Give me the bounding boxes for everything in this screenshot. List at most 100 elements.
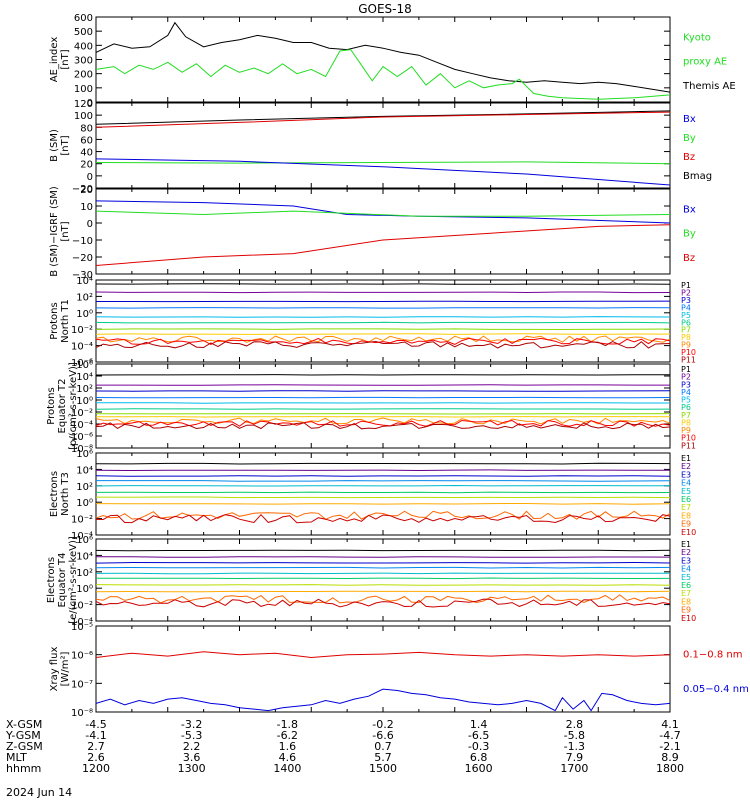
ephemeris-value: 1700 [560, 762, 588, 775]
legend-channel-label: E9 [681, 520, 691, 529]
channel-line [96, 491, 670, 494]
panel-frame [95, 538, 671, 622]
ephemeris-value: 8.9 [661, 751, 679, 764]
series-group [96, 110, 670, 186]
legend-channel-label: E10 [681, 528, 696, 537]
legend-label: proxy AE [683, 57, 727, 68]
ephemeris-value: 6.8 [470, 751, 488, 764]
y-axis-label: [e/(cm²-s-sr-keV)] [68, 536, 79, 624]
y-tick-label: 10² [76, 384, 93, 395]
channel-line [96, 549, 670, 552]
channel-line [96, 469, 670, 472]
legend-channel-label: E4 [681, 479, 691, 488]
y-axis-label: B (SM) [49, 129, 60, 162]
y-tick-label: −20 [72, 184, 93, 195]
y-axis-label: AE_index [49, 37, 60, 83]
legend-channel-label: P6 [681, 403, 691, 412]
legend-channel-label: E1 [681, 540, 691, 549]
series-line [96, 224, 670, 266]
legend-channel-label: P3 [681, 296, 691, 305]
ephemeris-value: 2.2 [183, 740, 201, 753]
ephemeris-value: -5.3 [181, 729, 202, 742]
y-tick-label: 10⁰ [76, 584, 93, 595]
y-tick-label: 10⁴ [76, 276, 93, 287]
ephemeris-value: -2.1 [659, 740, 680, 753]
y-tick-label: 300 [74, 56, 93, 67]
ephemeris-value: 2.8 [566, 718, 584, 731]
y-axis-label: Equator T2 [57, 379, 68, 434]
legend-channel-label: E3 [681, 556, 691, 565]
ephemeris-row-label: hhmm [6, 762, 41, 775]
channel-line [96, 283, 670, 285]
channel-line [96, 462, 670, 465]
panel-p_north: 10⁻⁶ 10⁻⁴ 10⁻² 10⁰ 10² 10⁴ Protons North T1 P1P2… [49, 276, 696, 369]
y-tick-label: 40 [80, 148, 93, 159]
series-line [96, 21, 670, 93]
ephemeris-value: 3.6 [183, 751, 201, 764]
panel-frame [95, 625, 671, 713]
y-tick-label: 10 [80, 202, 93, 213]
y-tick-label: −10 [72, 236, 93, 247]
legend-channel-label: P5 [681, 396, 691, 405]
y-tick-label: 10⁻² [71, 515, 93, 526]
channel-line [96, 291, 670, 294]
series-line [96, 210, 670, 217]
panel-frame [95, 188, 671, 275]
y-tick-label: 10⁶ [76, 535, 93, 546]
y-tick-label: 10⁻⁵ [71, 622, 93, 633]
series-group [96, 21, 670, 100]
y-tick-label: 10⁰ [76, 396, 93, 407]
channel-line [96, 513, 670, 524]
ephemeris-value: 1300 [178, 762, 206, 775]
panel-e_equator: 10⁻⁴ 10⁻² 10⁰ 10² 10⁴ 10⁶ Electrons Equator T4[… [46, 535, 696, 628]
y-tick-label: 10⁰ [76, 498, 93, 509]
date-label: 2024 Jun 14 [6, 786, 72, 799]
channel-line [96, 566, 670, 569]
channel-line [96, 335, 670, 343]
ephemeris-value: -6.2 [277, 729, 298, 742]
legend-channel-label: P8 [681, 418, 691, 427]
y-axis-label: Electrons [46, 557, 57, 603]
ephemeris-value: 4.1 [661, 718, 679, 731]
ephemeris-value: -0.2 [372, 718, 393, 731]
legend-channel-label: P1 [681, 281, 691, 290]
y-tick-label: −20 [72, 253, 93, 264]
y-tick-label: 10⁴ [76, 551, 93, 562]
ephemeris-value: 2.7 [87, 740, 105, 753]
legend-channel-label: E7 [681, 503, 691, 512]
legend-channel-label: E3 [681, 470, 691, 479]
ephemeris-value: -6.6 [372, 729, 393, 742]
legend-channel-label: P7 [681, 326, 691, 335]
series-group [96, 374, 670, 430]
y-axis-label: [nT] [60, 49, 71, 69]
legend-channel-label: P2 [681, 288, 691, 297]
y-tick-label: 500 [74, 27, 93, 38]
y-tick-label: 20 [80, 185, 93, 196]
channel-line [96, 422, 670, 430]
y-tick-label: 10⁻² [71, 325, 93, 336]
panel-frame [95, 363, 671, 449]
legend-channel-label: P4 [681, 388, 691, 397]
legend-channel-label: E7 [681, 589, 691, 598]
legend-channel-label: P11 [681, 356, 696, 365]
ephemeris-value: 1600 [465, 762, 493, 775]
ephemeris-row-label: X-GSM [6, 718, 42, 731]
channel-line [96, 307, 670, 309]
channel-line [96, 333, 670, 335]
legend-channel-label: E9 [681, 606, 691, 615]
legend-channel-label: E10 [681, 614, 696, 623]
plot-title: GOES-18 [358, 2, 412, 16]
y-tick-label: 20 [80, 160, 93, 171]
y-axis-label: [nT] [60, 135, 71, 155]
channel-line [96, 321, 670, 324]
channel-line [96, 572, 670, 575]
ephemeris-value: 1.4 [470, 718, 488, 731]
y-axis-label: [p/(cm²-s-sr-keV)] [68, 362, 79, 450]
series-line [96, 161, 670, 165]
series-line [96, 110, 670, 125]
ephemeris-row-label: Y-GSM [5, 729, 41, 742]
legend-channel-label: P5 [681, 311, 691, 320]
ephemeris-value: -6.5 [468, 729, 489, 742]
ephemeris-value: 7.9 [566, 751, 584, 764]
